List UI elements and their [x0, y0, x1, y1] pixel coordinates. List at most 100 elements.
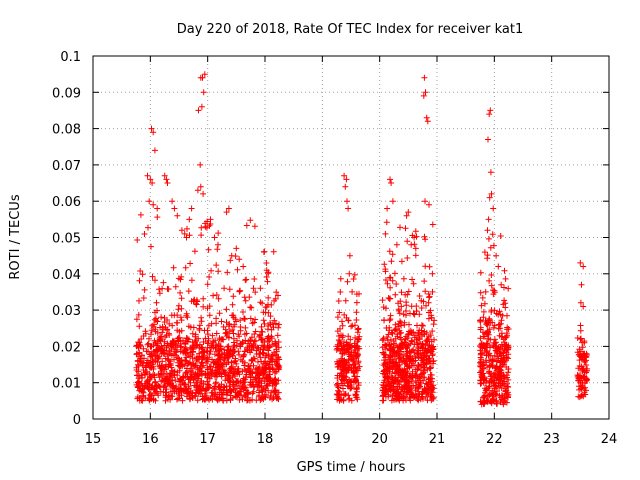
- data-point: [145, 395, 152, 402]
- data-point: [387, 274, 394, 281]
- data-point: [134, 358, 141, 365]
- data-point: [265, 270, 272, 277]
- data-point: [176, 395, 183, 402]
- data-point: [202, 223, 209, 230]
- data-point: [341, 172, 348, 179]
- data-point: [152, 277, 158, 284]
- data-point: [263, 274, 270, 280]
- data-point: [353, 309, 360, 316]
- data-point: [408, 378, 415, 385]
- data-point: [196, 341, 203, 348]
- data-point: [351, 271, 358, 278]
- data-point: [241, 316, 248, 323]
- data-point: [479, 350, 486, 357]
- data-point: [390, 347, 397, 354]
- data-point: [218, 391, 225, 398]
- data-point: [144, 172, 151, 179]
- data-point: [214, 246, 221, 253]
- data-point: [583, 362, 590, 368]
- data-point: [349, 288, 356, 295]
- y-tick-label: 0.06: [52, 195, 81, 210]
- data-point: [415, 340, 421, 346]
- data-point: [423, 337, 430, 344]
- data-point: [413, 336, 420, 343]
- data-point: [345, 357, 352, 364]
- data-point: [491, 287, 498, 294]
- data-point: [148, 331, 154, 338]
- data-point: [260, 346, 267, 353]
- data-point: [408, 330, 415, 336]
- data-point: [187, 260, 194, 267]
- data-point: [477, 335, 484, 342]
- data-point: [502, 300, 509, 307]
- data-point: [500, 372, 507, 379]
- data-point: [185, 336, 192, 343]
- data-point: [172, 283, 179, 290]
- data-point: [171, 338, 178, 345]
- data-point: [257, 285, 264, 292]
- data-point: [191, 248, 198, 255]
- data-point: [184, 390, 191, 397]
- data-point: [270, 248, 277, 255]
- data-point: [505, 285, 512, 292]
- data-point: [193, 301, 200, 308]
- y-tick-label: 0.08: [52, 123, 81, 138]
- data-point: [505, 376, 512, 383]
- data-point: [220, 383, 227, 390]
- data-point: [491, 370, 498, 377]
- data-point: [245, 389, 251, 396]
- data-point: [410, 280, 417, 287]
- data-point: [404, 255, 411, 261]
- data-point: [174, 346, 181, 353]
- data-point: [388, 258, 395, 265]
- data-point: [351, 373, 358, 380]
- data-point: [187, 373, 194, 380]
- data-point: [265, 294, 272, 301]
- data-point: [397, 318, 403, 325]
- data-point: [477, 363, 484, 370]
- data-point: [216, 310, 223, 317]
- data-point: [421, 74, 428, 81]
- data-point: [273, 289, 280, 296]
- data-point: [181, 230, 188, 237]
- data-point: [177, 375, 183, 382]
- data-point: [213, 292, 220, 298]
- data-point: [420, 322, 426, 329]
- data-point: [217, 354, 224, 361]
- data-point: [192, 389, 199, 396]
- data-point: [236, 256, 243, 263]
- data-point: [208, 267, 215, 274]
- data-point: [203, 386, 210, 393]
- data-point: [200, 303, 207, 310]
- data-point: [263, 267, 270, 274]
- data-point: [134, 237, 141, 243]
- data-point: [160, 388, 167, 395]
- y-axis-label: ROTI / TECUs: [8, 194, 23, 279]
- data-point: [490, 205, 497, 212]
- data-point: [486, 111, 493, 118]
- data-point: [406, 353, 413, 360]
- data-point: [355, 358, 362, 365]
- data-point: [247, 217, 254, 224]
- data-point: [484, 255, 491, 262]
- data-point: [404, 335, 411, 341]
- data-point: [429, 221, 436, 228]
- data-point: [388, 329, 395, 336]
- data-point: [415, 330, 422, 337]
- data-point: [154, 330, 161, 336]
- data-point: [177, 314, 184, 321]
- data-point: [204, 218, 211, 225]
- data-point: [273, 368, 280, 375]
- data-point: [150, 386, 157, 393]
- data-point: [356, 290, 362, 297]
- data-point: [215, 241, 221, 248]
- data-point: [477, 318, 484, 325]
- data-point: [258, 328, 265, 335]
- data-point: [140, 295, 147, 301]
- data-point: [578, 335, 584, 342]
- data-point: [260, 367, 267, 374]
- data-point: [178, 295, 185, 302]
- data-point: [429, 389, 436, 396]
- data-point: [477, 354, 484, 361]
- data-point: [260, 386, 267, 393]
